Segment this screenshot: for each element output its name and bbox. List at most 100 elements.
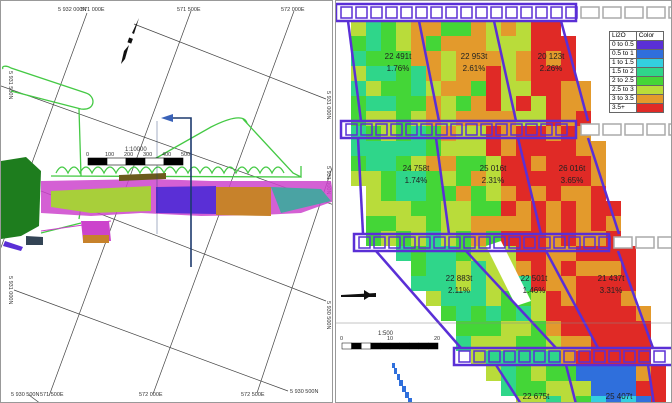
grade-cell — [396, 96, 411, 111]
band-cell-outside — [635, 236, 655, 249]
grade-cell — [621, 246, 636, 261]
section-view-map: 22 491t 1.76% 22 953t 2.61% 20 123t 2.26% 24 7… — [335, 0, 672, 403]
grade-cell — [381, 156, 396, 171]
north-arrow-icon — [121, 18, 139, 64]
grade-cell — [396, 51, 411, 66]
grade-cell — [396, 66, 411, 81]
band-cell — [360, 123, 373, 136]
grade-cell — [561, 261, 576, 276]
grade-cell — [426, 291, 441, 306]
grade-cell — [561, 201, 576, 216]
grade-cell — [531, 261, 546, 276]
grade-cell — [531, 21, 546, 36]
grade-cell — [381, 51, 396, 66]
grade-cell — [501, 36, 516, 51]
band-cell — [608, 350, 621, 363]
grade-cell — [591, 216, 606, 231]
grade-cell — [441, 141, 456, 156]
grade-cell — [486, 96, 501, 111]
grade-cell — [486, 216, 501, 231]
grade-cell — [606, 381, 621, 396]
band-cell — [553, 236, 566, 249]
grade-cell — [471, 156, 486, 171]
section-scale-ratio: 1:500 — [378, 331, 394, 337]
band-cell — [568, 236, 581, 249]
grade-cell — [516, 66, 531, 81]
grade-cell — [381, 141, 396, 156]
grade-cell — [531, 381, 546, 396]
block-tonnes: 20 123t — [538, 52, 565, 61]
grade-cell — [426, 171, 441, 186]
band-cell — [358, 236, 371, 249]
grade-cell — [561, 321, 576, 336]
grade-cell — [486, 366, 501, 381]
scale-tick-label: 20 — [434, 336, 440, 342]
scale-segment — [380, 342, 391, 350]
grade-cell — [426, 276, 441, 291]
band-cell — [355, 6, 368, 19]
grade-cell — [486, 186, 501, 201]
legend-header-color: Color — [635, 31, 664, 41]
grade-cell — [441, 291, 456, 306]
scale-segment — [370, 342, 381, 350]
grade-cell — [471, 81, 486, 96]
band-cell — [523, 236, 536, 249]
scale-segment — [428, 342, 439, 350]
label-572000e-top: 572 000E — [281, 7, 305, 13]
band-cell-outside — [613, 236, 633, 249]
grade-cell — [426, 216, 441, 231]
label-572000e-bottom: 572 000E — [139, 392, 163, 398]
grade-cell — [396, 186, 411, 201]
grade-cell — [486, 321, 501, 336]
band-cell — [458, 350, 471, 363]
legend-row: 1.5 to 2 — [609, 67, 664, 77]
grade-cell — [426, 156, 441, 171]
grade-cell — [456, 156, 471, 171]
grade-cell — [546, 51, 561, 66]
grade-cell — [366, 51, 381, 66]
block-grade: 2.11% — [448, 286, 470, 295]
legend-row: 0.5 to 1 — [609, 49, 664, 59]
grade-cell — [606, 261, 621, 276]
grade-cell — [606, 306, 621, 321]
grade-cell — [381, 201, 396, 216]
grade-cell — [456, 261, 471, 276]
grade-cell — [441, 96, 456, 111]
grade-cell — [531, 276, 546, 291]
band-outline — [339, 119, 578, 140]
grade-cell — [441, 81, 456, 96]
block-grade: 2.26% — [540, 64, 563, 73]
grade-cell — [351, 81, 366, 96]
legend-swatch — [635, 40, 664, 50]
orebody-band — [1, 157, 332, 251]
band-cell — [495, 123, 508, 136]
grade-cell — [441, 201, 456, 216]
block-grade: 1.76% — [387, 64, 410, 73]
grade-cell — [456, 201, 471, 216]
block-divider — [494, 364, 522, 402]
legend-swatch — [635, 85, 664, 95]
block-divider — [586, 137, 621, 235]
grade-cell — [546, 291, 561, 306]
legend-row: 0 to 0.5 — [609, 40, 664, 50]
grade-cell — [426, 186, 441, 201]
block-grade: 2.61% — [463, 64, 486, 73]
band-cell — [518, 350, 531, 363]
grade-cell — [366, 36, 381, 51]
grade-cell — [486, 291, 501, 306]
band-cell-outside — [602, 6, 622, 19]
block-tonnes: 26 016t — [559, 164, 586, 173]
band-cell — [525, 123, 538, 136]
grade-cell — [351, 21, 366, 36]
scale-segment — [351, 342, 362, 350]
band-cell — [555, 123, 568, 136]
grade-cell — [501, 306, 516, 321]
block-divider — [434, 137, 451, 235]
grade-cell — [411, 276, 426, 291]
grade-cell — [486, 276, 501, 291]
grade-cell — [366, 216, 381, 231]
grade-cell — [651, 366, 666, 381]
grade-cell — [351, 51, 366, 66]
grade-cell — [366, 141, 381, 156]
grade-cell — [471, 291, 486, 306]
